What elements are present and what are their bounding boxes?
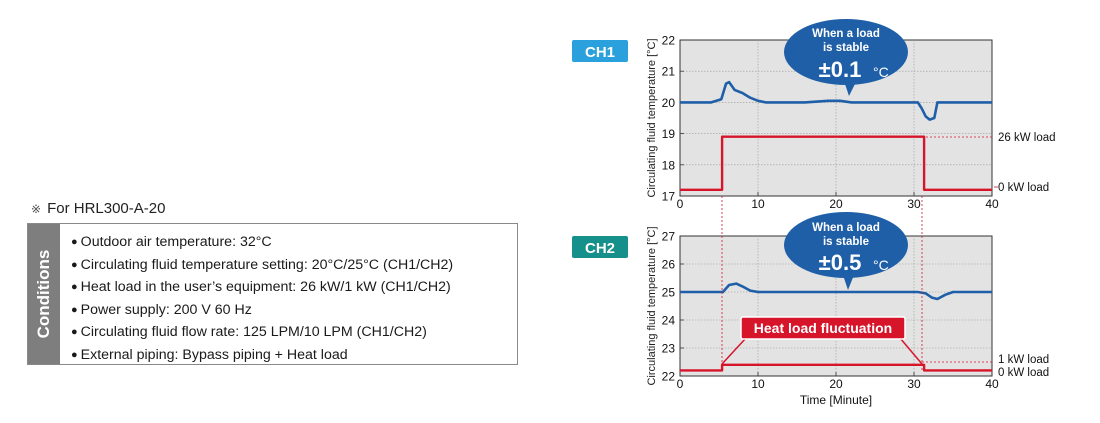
ch1-ticks: 17 18 19 20 21 22 0 10 20 30 40 — [662, 34, 999, 212]
model-note-text: For HRL300-A-20 — [47, 200, 166, 217]
ch1-y-axis-label: Circulating fluid temperature [°C] — [646, 38, 658, 197]
ch2-ticks: 22 23 24 25 26 27 0 10 20 30 40 — [662, 230, 999, 392]
ch2-y-tick-label: 24 — [662, 314, 676, 328]
ch2-y-tick-label: 22 — [662, 370, 676, 384]
ch2-heat-load-line — [680, 363, 992, 372]
ch2-x-tick-label: 20 — [829, 377, 843, 391]
ch2-bubble-line1: When a load — [812, 222, 880, 234]
conditions-list: Outdoor air temperature: 32°C Circulatin… — [71, 232, 454, 368]
ch1-y-tick-label: 21 — [662, 65, 676, 79]
ch1-y-tick-label: 19 — [662, 127, 676, 141]
asterisk-mark: ※ — [31, 202, 42, 216]
banner-box — [740, 316, 906, 340]
ch2-chart: CH2 22 23 24 25 26 27 0 10 20 30 40 Circulating fl… — [572, 212, 1049, 407]
condition-item: Circulating fluid flow rate: 125 LPM/10 … — [71, 322, 453, 345]
conditions-tab: Conditions — [28, 224, 60, 364]
conditions-box: Conditions Outdoor air temperature: 32°C… — [27, 223, 518, 365]
ch1-load-low-label: 0 kW load — [998, 182, 1049, 194]
ch2-stability-bubble: When a load is stable ±0.5 °C — [784, 212, 908, 290]
ch2-load-low-label: 0 kW load — [998, 367, 1049, 379]
ch1-x-tick-label: 40 — [985, 197, 999, 211]
ch1-bubble-unit: °C — [873, 64, 889, 80]
ch2-series — [680, 282, 992, 372]
condition-item: Circulating fluid temperature setting: 2… — [71, 255, 454, 278]
ch2-y-tick-label: 25 — [662, 286, 676, 300]
ch2-bubble-unit: °C — [873, 257, 889, 273]
ch2-badge — [572, 236, 628, 258]
ch1-heat-load-line — [680, 135, 992, 192]
ch1-badge — [572, 40, 628, 62]
condition-item: Outdoor air temperature: 32°C — [71, 232, 453, 255]
ch1-bubble-line2: is stable — [823, 42, 869, 54]
ch2-x-tick-label: 30 — [907, 377, 921, 391]
heat-load-banner: Heat load fluctuation — [721, 316, 923, 365]
ch2-y-axis-label: Circulating fluid temperature [°C] — [646, 226, 658, 385]
ch1-x-tick-label: 20 — [829, 197, 843, 211]
ch1-y-tick-label: 18 — [662, 158, 676, 172]
ch2-x-tick-label: 40 — [985, 377, 999, 391]
ch1-y-tick-label: 17 — [662, 190, 676, 204]
ch2-bubble-value: ±0.5 — [819, 250, 862, 275]
ch1-temperature-line — [680, 80, 992, 121]
model-note: ※ For HRL300-A-20 — [31, 200, 165, 217]
ch2-x-axis-label: Time [Minute] — [800, 393, 872, 407]
ch1-y-tick-label: 20 — [662, 96, 676, 110]
ch1-badge-label: CH1 — [585, 44, 615, 61]
banner-text: Heat load fluctuation — [754, 320, 892, 336]
ch1-stability-bubble: When a load is stable ±0.1 °C — [784, 19, 908, 96]
ch2-x-tick-label: 10 — [751, 377, 765, 391]
banner-pointer-right — [899, 337, 923, 365]
ch2-load-high-label: 1 kW load — [998, 354, 1049, 366]
ch1-chart: CH1 17 18 19 20 21 22 0 10 20 30 40 Circulating fl… — [572, 19, 1056, 211]
ch1-bubble-value: ±0.1 — [819, 57, 862, 82]
ch1-load-high-label: 26 kW load — [998, 132, 1056, 144]
ch2-y-tick-label: 26 — [662, 258, 676, 272]
ch2-x-tick-label: 0 — [677, 377, 684, 391]
banner-pointer-left — [721, 337, 747, 365]
ch2-bubble-line2: is stable — [823, 236, 869, 248]
ch1-bubble-line1: When a load — [812, 28, 880, 40]
ch2-temperature-line — [680, 282, 992, 301]
ch1-x-tick-label: 30 — [907, 197, 921, 211]
condition-item: Heat load in the user’s equipment: 26 kW… — [71, 277, 453, 300]
ch1-grid — [680, 40, 992, 196]
ch1-x-tick-label: 10 — [751, 197, 765, 211]
ch1-series — [680, 80, 992, 192]
ch2-badge-label: CH2 — [585, 240, 615, 257]
ch1-x-tick-label: 0 — [677, 197, 684, 211]
ch2-y-tick-label: 27 — [662, 230, 676, 244]
ch1-y-tick-label: 22 — [662, 34, 676, 48]
condition-item: Power supply: 200 V 60 Hz — [71, 300, 453, 323]
ch2-y-tick-label: 23 — [662, 342, 676, 356]
condition-item: External piping: Bypass piping + Heat lo… — [71, 345, 453, 368]
